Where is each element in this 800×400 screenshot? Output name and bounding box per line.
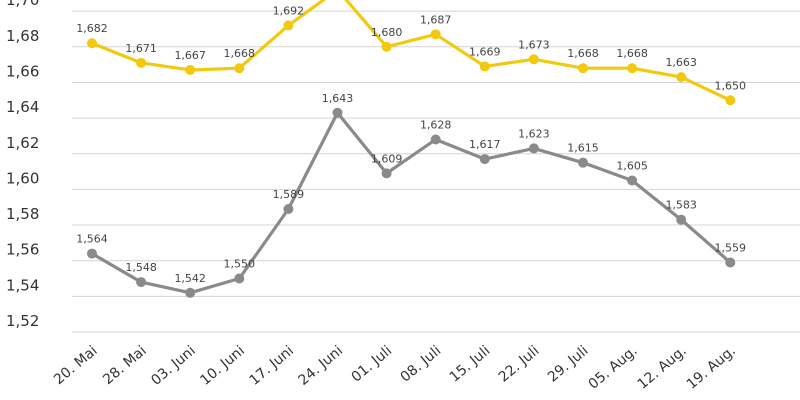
data-label: 1,671 — [125, 42, 157, 55]
data-point — [430, 29, 441, 40]
data-point — [528, 54, 539, 65]
series-line-yellow — [90, 0, 732, 102]
data-label: 1,692 — [273, 4, 305, 17]
data-label: 1,673 — [518, 38, 550, 51]
x-tick-label: 01. Juli — [348, 343, 395, 386]
series-group: 1,682 1,671 1,667 1,668 1,692 1,680 1,687 1,669… — [76, 0, 746, 298]
y-tick-label: 1,52 — [6, 312, 39, 330]
data-point — [676, 214, 687, 225]
data-point — [381, 41, 392, 52]
data-label: 1,650 — [715, 79, 747, 92]
data-point — [283, 204, 294, 215]
data-point — [725, 257, 736, 268]
y-tick-label: 1,58 — [6, 205, 39, 223]
data-point — [578, 157, 588, 168]
data-point — [578, 63, 588, 74]
x-tick-label: 15. Juli — [447, 343, 494, 386]
data-point — [332, 107, 343, 118]
data-label: 1,550 — [224, 258, 256, 271]
data-label: 1,668 — [224, 47, 256, 60]
series-yellow: 1,682 1,671 1,667 1,668 1,692 1,680 1,687 1,669… — [76, 0, 747, 106]
series-line-grey — [90, 111, 732, 295]
data-point — [185, 287, 196, 298]
data-point — [725, 95, 736, 106]
x-tick-label: 17. Juni — [246, 343, 296, 389]
data-point — [528, 143, 539, 154]
data-point — [676, 72, 687, 83]
data-point — [87, 248, 97, 259]
data-point — [479, 154, 490, 165]
x-tick-label: 28. Mai — [100, 343, 150, 388]
data-label: 1,643 — [322, 92, 354, 105]
y-tick-label: 1,62 — [6, 134, 39, 152]
data-label: 1,682 — [76, 22, 108, 35]
y-tick-label: 1,66 — [6, 62, 39, 80]
data-label: 1,583 — [665, 199, 697, 212]
data-label: 1,542 — [174, 272, 206, 285]
data-label: 1,559 — [715, 241, 747, 254]
data-label: 1,668 — [616, 47, 648, 60]
x-tick-label: 20. Mai — [51, 343, 101, 388]
data-label: 1,680 — [371, 26, 403, 39]
x-tick-label: 05. Aug. — [586, 343, 641, 393]
data-label: 1,687 — [420, 13, 452, 26]
x-tick-label: 19. Aug. — [684, 343, 739, 393]
data-label: 1,548 — [125, 261, 157, 274]
data-point — [185, 64, 196, 75]
data-label: 1,663 — [665, 56, 697, 69]
x-tick-label: 12. Aug. — [635, 343, 690, 393]
y-tick-label: 1,70 — [6, 0, 39, 9]
data-label: 1,564 — [76, 233, 108, 246]
data-label: 1,615 — [567, 142, 599, 155]
y-tick-label: 1,68 — [6, 27, 39, 45]
y-axis-ticks: 1,52 1,54 1,56 1,58 1,60 1,62 1,64 1,66 1,68 1,70 — [6, 0, 39, 330]
data-label: 1,628 — [420, 118, 452, 131]
data-point — [136, 57, 147, 68]
data-point — [381, 168, 392, 179]
y-tick-label: 1,60 — [6, 169, 39, 187]
data-point — [479, 61, 490, 72]
y-tick-label: 1,54 — [6, 276, 39, 294]
data-point — [627, 175, 638, 186]
y-tick-label: 1,56 — [6, 241, 39, 259]
data-point — [234, 273, 245, 284]
series-grey: 1,564 1,548 1,542 1,550 1,589 1,643 1,609 1,628… — [76, 92, 746, 298]
data-point — [136, 277, 147, 288]
x-tick-label: 08. Juli — [398, 343, 445, 386]
data-point — [627, 63, 638, 74]
data-label: 1,617 — [469, 138, 501, 151]
x-tick-label: 22. Juli — [496, 343, 543, 386]
y-tick-label: 1,64 — [6, 98, 39, 116]
data-point — [234, 63, 245, 74]
data-point — [87, 38, 97, 49]
data-label: 1,667 — [174, 49, 206, 62]
data-label: 1,623 — [518, 127, 550, 140]
data-label: 1,668 — [567, 47, 599, 60]
data-label: 1,669 — [469, 45, 501, 58]
x-tick-label: 10. Juni — [197, 343, 247, 389]
data-label: 1,589 — [273, 188, 305, 201]
data-label: 1,605 — [616, 159, 648, 172]
x-tick-label: 03. Juni — [148, 343, 198, 389]
x-tick-label: 24. Juni — [296, 343, 346, 389]
data-point — [430, 134, 441, 145]
x-tick-label: 29. Juli — [545, 343, 592, 386]
data-point — [283, 20, 294, 31]
data-label: 1,609 — [371, 152, 403, 165]
